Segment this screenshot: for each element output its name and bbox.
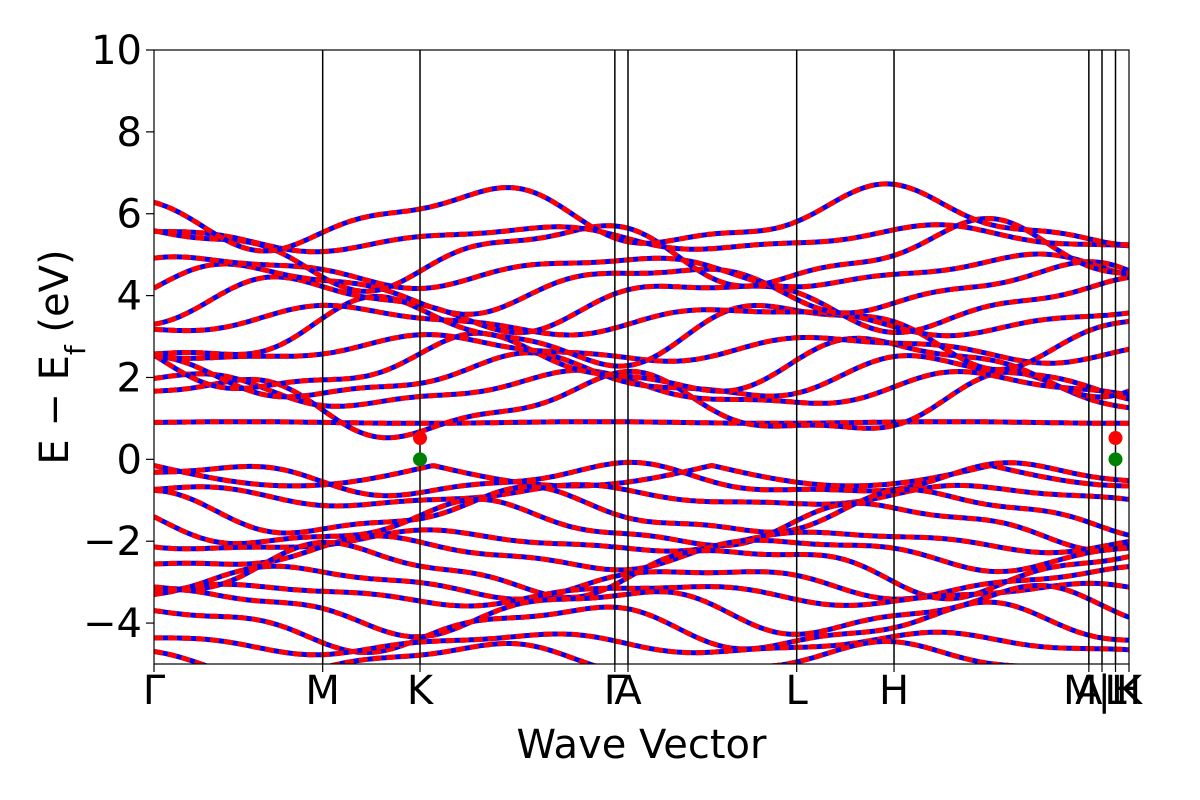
k-point-dividers bbox=[321, 50, 1117, 664]
band-line-spin-down bbox=[154, 259, 1129, 317]
y-tick-label: 0 bbox=[117, 437, 142, 483]
band-line-spin-down bbox=[154, 302, 1129, 339]
y-axis-label-prefix: E − E bbox=[32, 355, 78, 465]
band-line-spin-down bbox=[154, 482, 1129, 509]
x-tick-label: A bbox=[1075, 668, 1103, 714]
band-edge-markers bbox=[413, 431, 1123, 467]
y-tick-label: 8 bbox=[117, 110, 142, 156]
y-axis-ticks: −4 −2 0 2 4 6 8 10 bbox=[83, 28, 154, 647]
x-tick-label: L bbox=[1104, 668, 1127, 714]
band-line-spin-down bbox=[154, 332, 1129, 366]
band-lines bbox=[154, 181, 1129, 664]
y-tick-label: 10 bbox=[91, 28, 142, 74]
band-line-spin-down bbox=[154, 181, 1129, 254]
band-line-spin-down bbox=[154, 580, 1129, 609]
band-line-spin-down bbox=[154, 462, 1129, 489]
y-axis-label-subscript: f bbox=[59, 344, 92, 355]
band-line-spin-down bbox=[154, 629, 1129, 658]
x-tick-label: Γ bbox=[604, 668, 627, 714]
band-line-spin-down bbox=[154, 274, 1129, 336]
x-tick-label: K bbox=[1116, 668, 1144, 714]
band-edge-marker bbox=[1108, 452, 1123, 467]
x-tick-label: M bbox=[305, 668, 340, 714]
x-tick-label: K bbox=[407, 668, 435, 714]
band-line-spin-down bbox=[154, 459, 1129, 499]
y-tick-label: 6 bbox=[117, 192, 142, 238]
y-axis-label-suffix: (eV) bbox=[32, 249, 78, 345]
x-tick-label: Γ bbox=[143, 668, 166, 714]
x-tick-label: M|H bbox=[1063, 668, 1141, 714]
band-line-spin-down bbox=[154, 563, 1129, 602]
x-tick-label: A bbox=[614, 668, 642, 714]
y-tick-label: −2 bbox=[83, 519, 142, 565]
band-line-spin-down bbox=[154, 216, 1129, 294]
y-tick-label: −4 bbox=[83, 601, 142, 647]
band-edge-marker bbox=[1108, 431, 1123, 446]
band-line-spin-down bbox=[154, 496, 1129, 553]
plot-frame bbox=[153, 49, 1130, 665]
band-line-spin-down bbox=[154, 293, 1129, 372]
x-tick-label: L bbox=[786, 668, 809, 714]
band-edge-marker bbox=[413, 452, 428, 467]
y-axis-label: E − Ef (eV) bbox=[32, 249, 92, 464]
y-tick-label: 2 bbox=[117, 355, 142, 401]
x-axis-ticks: Γ M K ΓA L H AM|HLK bbox=[143, 664, 1144, 714]
band-line-spin-up bbox=[154, 222, 1129, 255]
band-line-spin-down bbox=[154, 484, 1129, 538]
band-line-spin-down bbox=[154, 350, 1129, 402]
band-edge-marker bbox=[413, 431, 428, 446]
x-tick-label: H bbox=[879, 668, 909, 714]
x-axis-label: Wave Vector bbox=[517, 722, 768, 768]
band-line-spin-up bbox=[154, 599, 1129, 655]
band-line-spin-down bbox=[154, 419, 1129, 426]
band-line-spin-down bbox=[154, 527, 1129, 556]
y-tick-label: 4 bbox=[117, 274, 142, 320]
band-line-spin-down bbox=[154, 251, 1129, 291]
band-line-spin-down bbox=[154, 639, 1029, 664]
band-line-spin-down bbox=[154, 330, 1129, 400]
